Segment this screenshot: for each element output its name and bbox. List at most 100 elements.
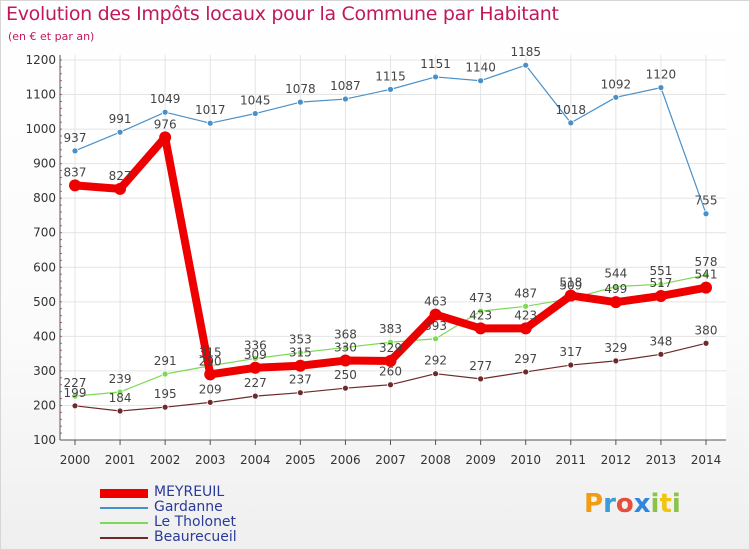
- data-point-gardanne: [342, 95, 349, 103]
- data-point-meyreuil: [474, 322, 487, 335]
- data-label-le-tholonet: 315: [199, 346, 222, 360]
- data-label-gardanne: 1185: [510, 45, 541, 59]
- data-label-meyreuil: 827: [109, 169, 132, 183]
- data-label-meyreuil: 517: [649, 276, 672, 290]
- legend-item-le-tholonet[interactable]: Le Tholonet: [100, 514, 300, 530]
- data-point-beaurecueil: [206, 398, 214, 406]
- y-tick-label: 1200: [25, 53, 56, 67]
- y-tick-label: 1000: [25, 122, 56, 136]
- legend-label-beaurecueil: Beaurecueil: [154, 529, 237, 545]
- data-label-gardanne: 1092: [601, 77, 632, 91]
- data-label-beaurecueil: 277: [469, 359, 492, 373]
- data-label-beaurecueil: 380: [695, 323, 718, 337]
- data-label-le-tholonet: 544: [604, 267, 627, 281]
- x-tick-label: 2013: [646, 453, 677, 467]
- legend-swatch-beaurecueil: [100, 537, 148, 539]
- data-point-beaurecueil: [477, 375, 485, 383]
- data-point-beaurecueil: [342, 384, 349, 392]
- data-label-gardanne: 755: [695, 194, 718, 208]
- data-label-beaurecueil: 199: [64, 386, 87, 400]
- data-label-meyreuil: 329: [379, 341, 402, 355]
- data-label-gardanne: 1120: [646, 68, 677, 82]
- x-tick-label: 2012: [601, 453, 632, 467]
- proxiti-logo: Proxiti: [584, 489, 681, 519]
- data-point-gardanne: [612, 93, 620, 101]
- data-label-beaurecueil: 184: [109, 391, 132, 405]
- data-label-gardanne: 1087: [330, 79, 361, 93]
- data-label-le-tholonet: 393: [424, 319, 447, 333]
- data-label-gardanne: 1018: [556, 103, 587, 117]
- x-tick-label: 2014: [691, 453, 722, 467]
- data-point-gardanne: [522, 61, 530, 69]
- data-point-le-tholonet: [116, 388, 124, 396]
- data-point-le-tholonet: [342, 344, 349, 351]
- data-point-le-tholonet: [161, 370, 169, 378]
- data-label-meyreuil: 976: [154, 117, 177, 131]
- data-point-gardanne: [702, 210, 710, 218]
- data-point-beaurecueil: [71, 402, 79, 410]
- data-point-le-tholonet: [251, 355, 259, 362]
- legend-label-le-tholonet: Le Tholonet: [154, 514, 237, 530]
- x-tick-label: 2005: [285, 453, 316, 467]
- data-point-beaurecueil: [567, 361, 575, 369]
- data-label-le-tholonet: 227: [64, 376, 87, 390]
- data-label-beaurecueil: 209: [199, 382, 222, 396]
- y-tick-label: 1100: [25, 88, 56, 102]
- data-label-gardanne: 1017: [195, 103, 226, 117]
- legend-item-gardanne[interactable]: Gardanne: [100, 499, 300, 515]
- data-label-meyreuil: 463: [424, 295, 447, 309]
- data-label-le-tholonet: 578: [695, 255, 718, 269]
- data-label-le-tholonet: 353: [289, 333, 312, 347]
- x-tick-label: 2011: [556, 453, 587, 467]
- legend-item-meyreuil[interactable]: MEYREUIL: [100, 484, 300, 500]
- data-point-gardanne: [477, 77, 485, 85]
- data-label-gardanne: 1078: [285, 82, 316, 96]
- data-label-beaurecueil: 260: [379, 365, 402, 379]
- data-point-le-tholonet: [657, 280, 665, 288]
- data-point-meyreuil: [384, 354, 397, 367]
- x-tick-label: 2010: [510, 453, 541, 467]
- data-point-beaurecueil: [251, 392, 259, 400]
- data-label-beaurecueil: 292: [424, 354, 447, 368]
- data-label-le-tholonet: 239: [109, 372, 132, 386]
- data-point-meyreuil: [159, 131, 172, 144]
- legend-label-gardanne: Gardanne: [154, 499, 223, 515]
- data-label-beaurecueil: 297: [514, 352, 537, 366]
- data-label-beaurecueil: 329: [604, 341, 627, 355]
- legend-swatch-le-tholonet: [100, 522, 148, 524]
- data-point-beaurecueil: [612, 357, 620, 365]
- legend-swatch-meyreuil: [100, 489, 148, 498]
- data-point-meyreuil: [654, 289, 667, 302]
- y-tick-label: 700: [33, 226, 56, 240]
- data-point-gardanne: [71, 147, 79, 155]
- x-tick-label: 2003: [195, 453, 226, 467]
- data-point-gardanne: [432, 73, 439, 81]
- data-label-gardanne: 991: [109, 112, 132, 126]
- legend-item-beaurecueil[interactable]: Beaurecueil: [100, 529, 300, 545]
- data-label-le-tholonet: 291: [154, 354, 177, 368]
- data-label-beaurecueil: 317: [559, 345, 582, 359]
- data-label-le-tholonet: 368: [334, 327, 357, 341]
- data-label-le-tholonet: 336: [244, 338, 267, 352]
- data-point-le-tholonet: [612, 283, 620, 291]
- data-point-le-tholonet: [522, 302, 530, 310]
- x-tick-label: 2004: [240, 453, 271, 467]
- data-label-beaurecueil: 348: [649, 334, 672, 348]
- data-label-meyreuil: 423: [469, 308, 492, 322]
- y-tick-label: 500: [33, 295, 56, 309]
- data-point-le-tholonet: [432, 335, 439, 343]
- data-label-meyreuil: 290: [199, 354, 222, 368]
- data-point-le-tholonet: [477, 307, 485, 315]
- data-point-meyreuil: [249, 361, 262, 374]
- data-label-le-tholonet: 487: [514, 286, 537, 300]
- data-point-le-tholonet: [702, 271, 710, 279]
- y-tick-label: 400: [33, 329, 56, 343]
- data-label-meyreuil: 518: [559, 276, 582, 290]
- y-tick-label: 800: [33, 191, 56, 205]
- y-tick-label: 100: [33, 433, 56, 447]
- data-point-gardanne: [206, 119, 214, 127]
- x-tick-label: 2008: [420, 453, 451, 467]
- data-point-meyreuil: [114, 182, 127, 195]
- data-point-gardanne: [657, 84, 665, 92]
- data-point-meyreuil: [700, 281, 712, 294]
